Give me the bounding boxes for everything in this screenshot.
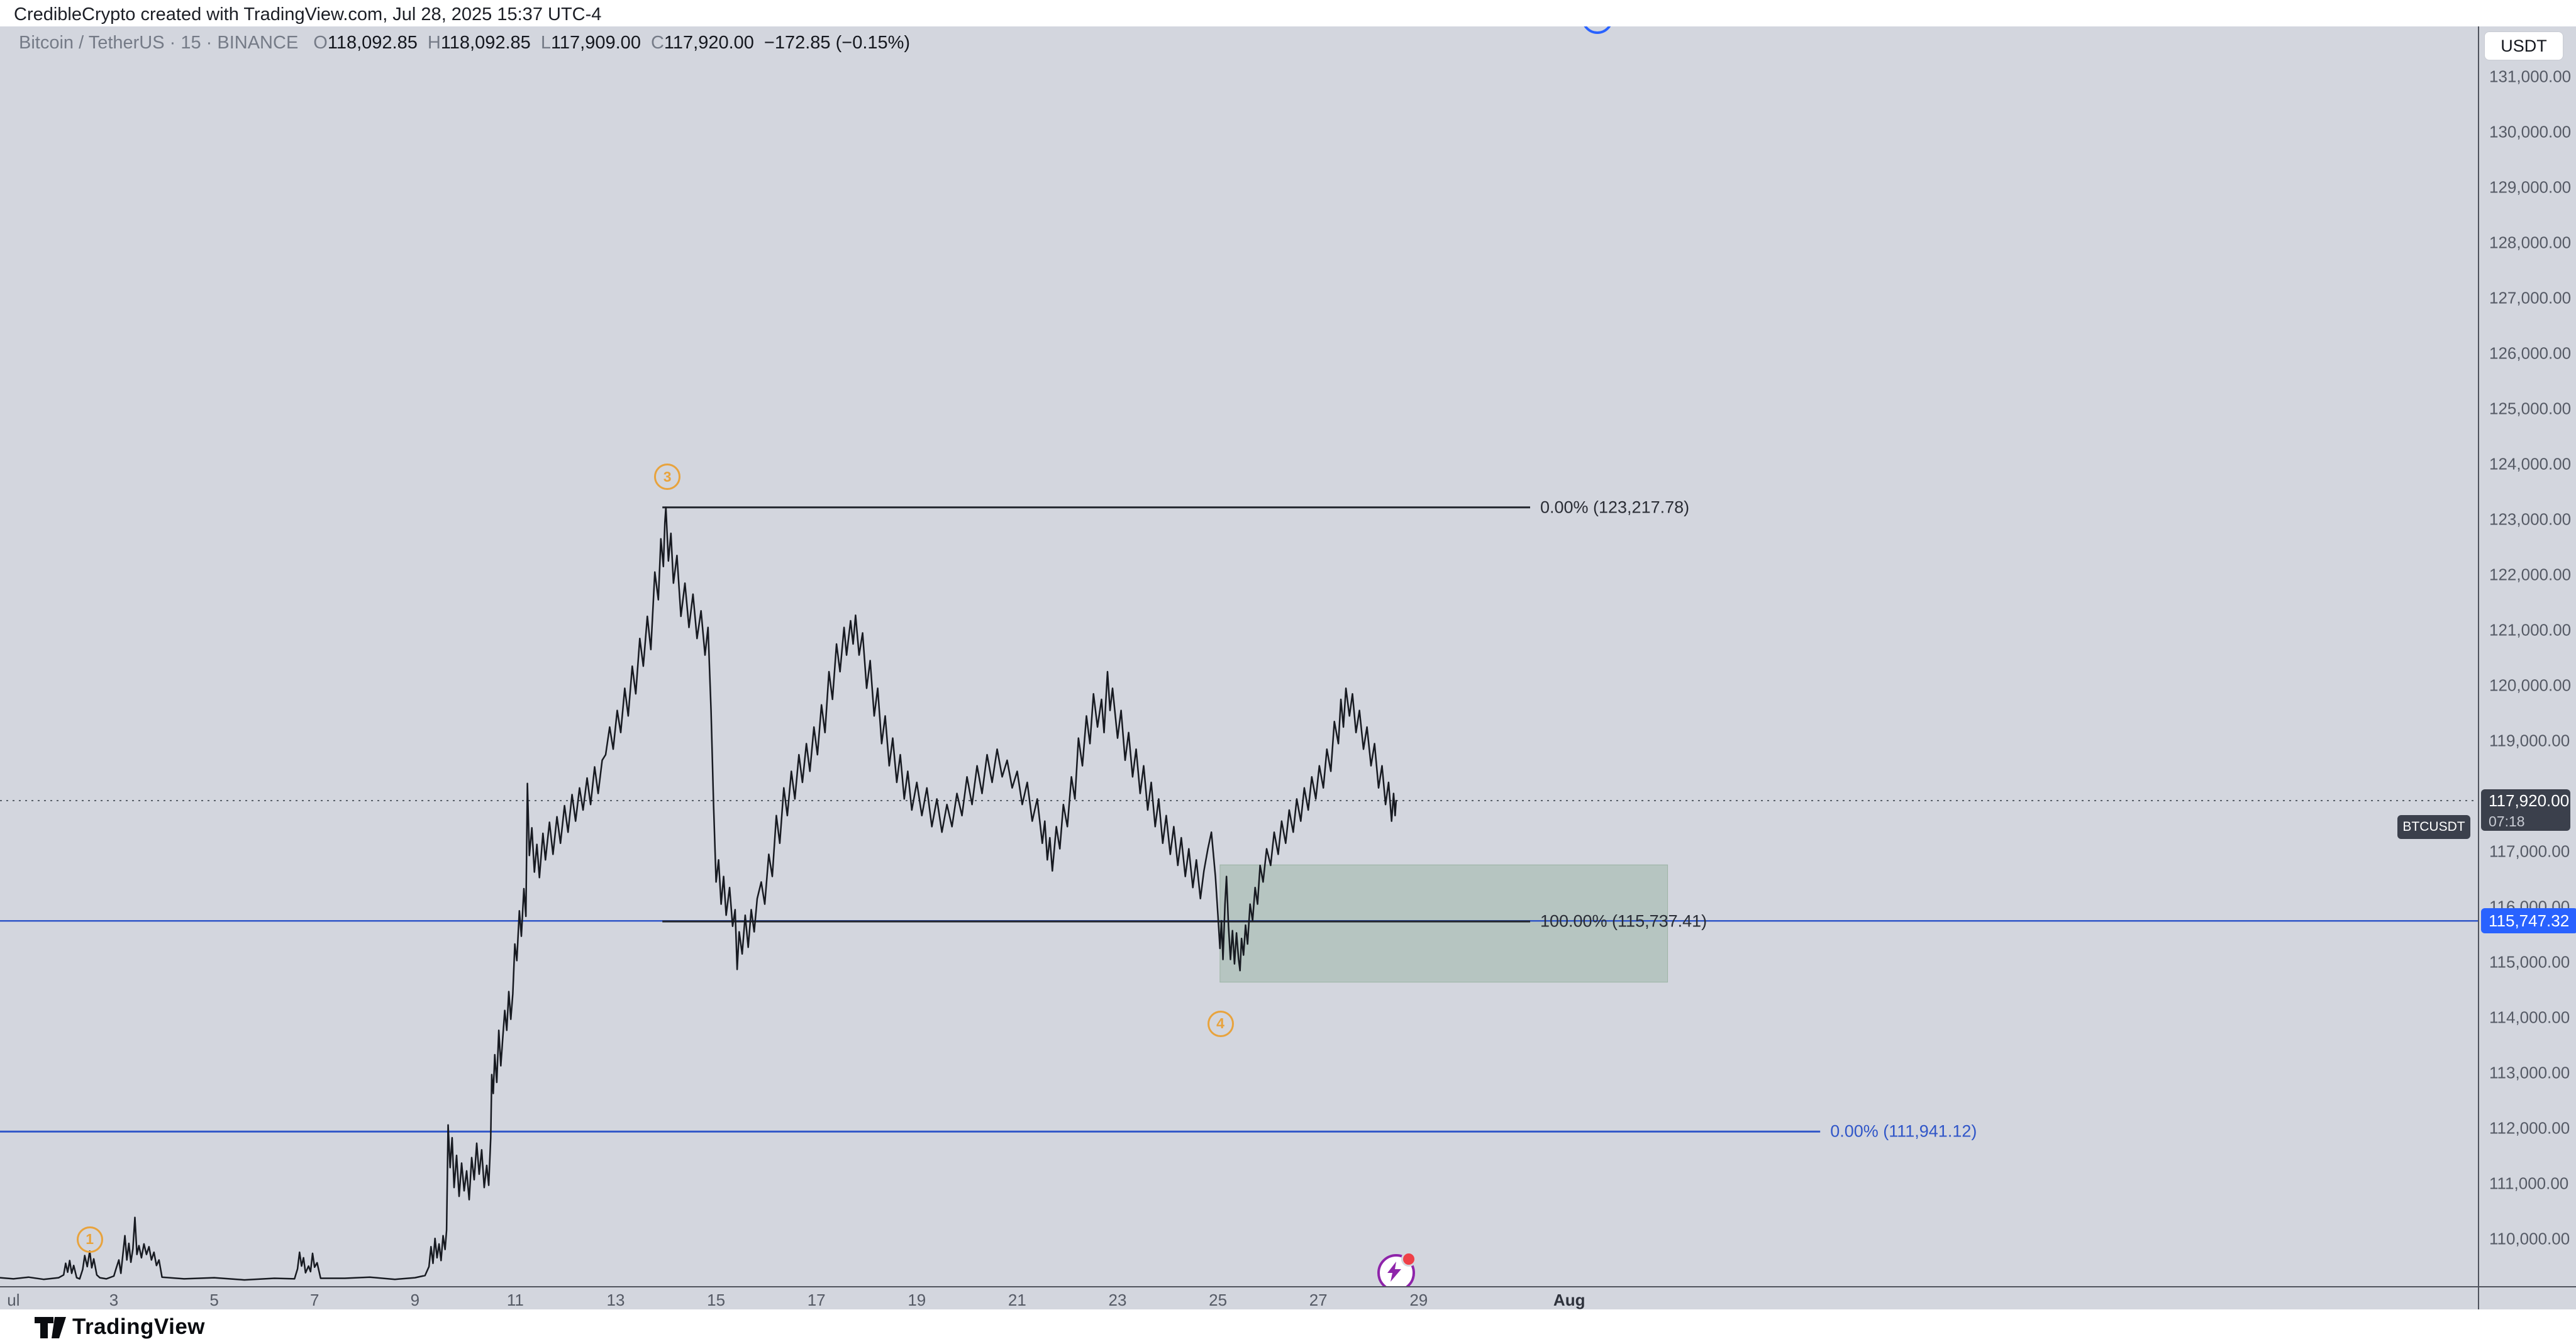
price-axis[interactable]: USDT 117,920.00 07:18 115,747.32 131,000… [2478,26,2576,1309]
price-axis-label: 114,000.00 [2489,1008,2570,1027]
lightning-bolt-icon [1387,1262,1401,1282]
symbol-price-badge-label: BTCUSDT [2402,819,2465,835]
attribution-bar: CredibleCrypto created with TradingView.… [0,0,2576,26]
low-value: 117,909.00 [550,33,641,53]
time-axis-label: 19 [908,1291,926,1309]
fib-label-0[interactable]: 0.00% (123,217.78) [1540,497,1690,517]
time-axis-label: 21 [1008,1291,1026,1309]
level-price-badge: 115,747.32 [2481,908,2576,934]
time-axis-label: 23 [1108,1291,1127,1309]
time-axis-label: 29 [1409,1291,1428,1309]
price-axis-label: 115,000.00 [2489,952,2570,972]
low-label: L [540,33,551,53]
price-axis-label: 127,000.00 [2489,288,2572,308]
close-label: C [650,33,664,53]
time-axis-label: 7 [309,1291,319,1309]
high-label: H [427,33,441,53]
price-axis-label: 112,000.00 [2489,1118,2570,1138]
change-value: −172.85 (−0.15%) [763,33,911,53]
time-axis-label: 27 [1309,1291,1328,1309]
wave-circle-4[interactable]: 4 [1207,1010,1234,1037]
last-price-badge: 117,920.00 07:18 [2481,789,2570,831]
time-axis-label: 9 [410,1291,420,1309]
axis-corner [2478,1286,2576,1309]
fib-label-1[interactable]: 100.00% (115,737.41) [1540,911,1707,931]
time-axis-label: Aug [1553,1291,1585,1309]
close-value: 117,920.00 [663,33,754,53]
wave-circle-3[interactable]: 3 [654,464,681,491]
symbol-info-line: Bitcoin / TetherUS · 15 · BINANCE O118,09… [19,33,920,53]
price-axis-label: 129,000.00 [2489,177,2572,197]
price-axis-label: 128,000.00 [2489,233,2572,252]
price-axis-label: 124,000.00 [2489,454,2572,474]
footer-bar: TradingView [0,1309,2576,1344]
price-axis-label: 122,000.00 [2489,565,2572,584]
price-axis-label: 130,000.00 [2489,122,2572,142]
time-axis[interactable]: ul 3 5 7 9 11 13 15 17 19 21 23 25 27 29 Aug [0,1286,2478,1311]
time-axis-label: 3 [109,1291,119,1309]
time-axis-label: 15 [707,1291,726,1309]
symbol-title[interactable]: Bitcoin / TetherUS · 15 · BINANCE [19,33,299,53]
notification-dot [1401,1252,1416,1267]
price-axis-label: 121,000.00 [2489,620,2572,640]
snapshot-arc-icon [1584,26,1611,34]
price-plot [0,26,2478,1281]
price-line [0,506,1397,1281]
price-axis-label: 110,000.00 [2489,1229,2570,1248]
price-axis-label: 117,000.00 [2489,841,2570,861]
green-zone[interactable] [1219,864,1668,983]
time-axis-label: 11 [506,1291,524,1309]
attribution-text: CredibleCrypto created with TradingView.… [14,4,602,25]
bar-countdown-timer: 07:18 [2489,813,2525,830]
open-value: 118,092.85 [327,33,418,53]
price-axis-label: 111,000.00 [2489,1174,2569,1193]
open-label: O [313,33,328,53]
price-axis-label: 131,000.00 [2489,67,2572,86]
high-value: 118,092.85 [440,33,531,53]
time-axis-label: 13 [606,1291,625,1309]
time-axis-label: 25 [1209,1291,1228,1309]
tradingview-logo-icon[interactable] [35,1315,66,1343]
fib-label-2[interactable]: 0.00% (111,941.12) [1830,1121,1977,1141]
chart-canvas[interactable]: Bitcoin / TetherUS · 15 · BINANCE O118,09… [0,26,2478,1292]
wave-circle-1[interactable]: 1 [76,1226,103,1253]
time-axis-label: ul [7,1291,20,1309]
brand-name[interactable]: TradingView [72,1314,206,1339]
symbol-price-badge: BTCUSDT [2397,815,2470,840]
time-axis-label: 5 [209,1291,219,1309]
time-axis-label: 17 [807,1291,826,1309]
price-axis-label: 113,000.00 [2489,1063,2570,1082]
price-axis-label: 123,000.00 [2489,509,2572,529]
last-price-value: 117,920.00 [2489,791,2570,810]
price-axis-label: 120,000.00 [2489,675,2572,695]
price-axis-label: 119,000.00 [2489,731,2570,750]
price-axis-label: 125,000.00 [2489,399,2572,418]
price-axis-label: 126,000.00 [2489,343,2572,363]
currency-button[interactable]: USDT [2484,31,2563,60]
